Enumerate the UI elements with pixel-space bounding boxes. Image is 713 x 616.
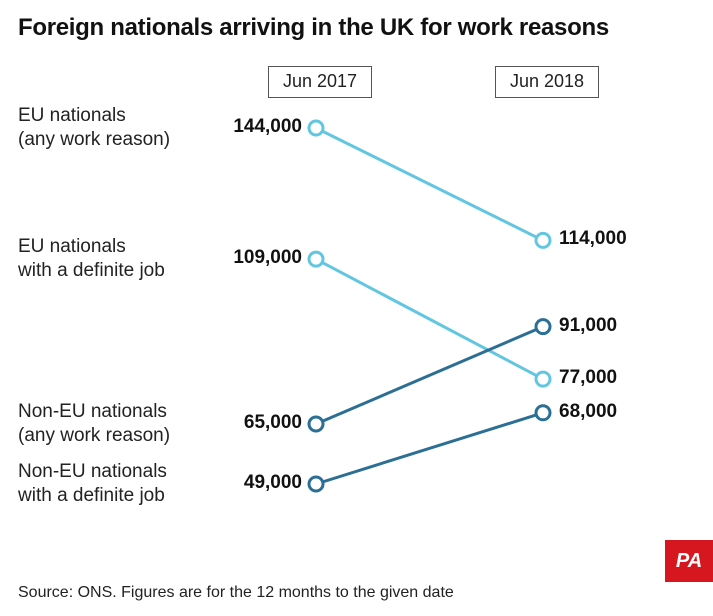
data-marker <box>309 417 323 431</box>
slope-line <box>316 128 543 240</box>
data-marker <box>536 320 550 334</box>
data-marker <box>536 406 550 420</box>
data-marker <box>309 252 323 266</box>
source-footnote: Source: ONS. Figures are for the 12 mont… <box>18 584 454 602</box>
data-marker <box>536 233 550 247</box>
slope-line <box>316 413 543 484</box>
data-marker <box>536 372 550 386</box>
data-marker <box>309 121 323 135</box>
slope-chart <box>0 0 713 616</box>
data-marker <box>309 477 323 491</box>
pa-logo-badge: PA <box>665 540 713 582</box>
slope-line <box>316 259 543 379</box>
slope-line <box>316 327 543 424</box>
